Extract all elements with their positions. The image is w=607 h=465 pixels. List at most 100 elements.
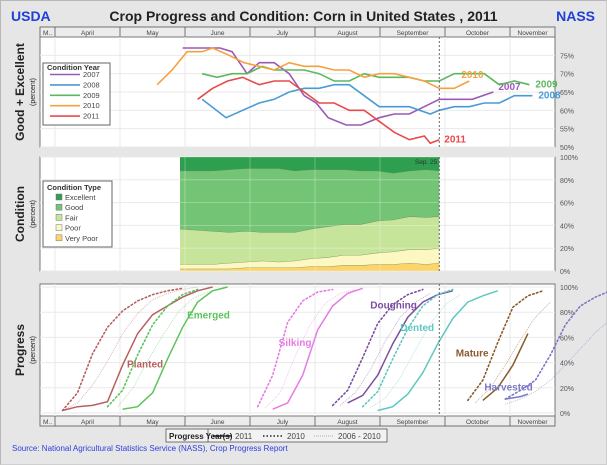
progress-emerged-2010 [106, 288, 199, 408]
panel-3-plot-area [39, 283, 556, 417]
legend-box [42, 180, 113, 248]
legend-label-2011: 2011 [83, 112, 99, 121]
month-label: August [337, 30, 357, 37]
month-label: M.. [43, 419, 52, 426]
legend-swatch-very-poor [55, 234, 63, 242]
y-tick-label: 100% [560, 285, 578, 292]
month-label: November [518, 419, 549, 426]
month-label: October [466, 419, 490, 426]
series-end-label-2007: 2007 [498, 82, 521, 93]
progress-planted-2006-2010 [62, 286, 198, 411]
progress-mature-2011 [482, 333, 529, 401]
legend-title: Condition Year [47, 63, 100, 72]
progress-emerged-2006-2010 [117, 287, 224, 407]
stage-label-planted: Planted [127, 360, 163, 371]
legend-label-2010: 2010 [287, 432, 305, 441]
area-fair [180, 216, 440, 265]
month-label: May [146, 419, 159, 426]
source-link[interactable]: Source: National Agricultural Statistics… [12, 444, 288, 453]
progress-mature-2006-2010 [475, 301, 551, 404]
progress-doughing-2011 [347, 290, 453, 404]
month-strip-bottom: M.. April May June July August September Octobe… [39, 415, 556, 427]
area-good [180, 168, 440, 233]
month-label: August [337, 419, 357, 426]
series-line-2009 [201, 65, 530, 86]
stage-label-emerged: Emerged [187, 311, 230, 322]
legend-label-2007: 2007 [83, 70, 100, 79]
legend-box [165, 428, 388, 443]
y-tick-label: 70% [560, 72, 574, 79]
legend-label-2009: 2009 [83, 91, 100, 100]
progress-doughing-2010 [331, 288, 424, 407]
month-label: July [277, 419, 289, 426]
stage-label-mature: Mature [456, 348, 489, 359]
y-tick-label: 0% [560, 411, 570, 418]
nass-logo: NASS [556, 8, 595, 24]
y-axis-subtitle: (percent) [30, 200, 37, 228]
stage-label-harvested: Harvested [484, 382, 532, 393]
y-tick-label: 20% [560, 246, 574, 253]
progress-silking-2010 [256, 288, 334, 408]
month-label: June [210, 30, 224, 37]
y-axis-title: Good + Excellent [13, 43, 27, 141]
legend-swatch-excellent [55, 193, 63, 201]
y-axis-title: Condition [13, 186, 27, 242]
month-label: July [277, 30, 289, 37]
y-axis-subtitle: (percent) [30, 78, 37, 106]
y-tick-label: 100% [560, 155, 578, 162]
progress-harvested-2011 [505, 393, 529, 400]
y-tick-label: 40% [560, 361, 574, 368]
legend-label-good: Good [65, 203, 83, 212]
month-label: November [518, 30, 549, 37]
y-tick-label: 65% [560, 90, 574, 97]
y-tick-label: 80% [560, 310, 574, 317]
progress-dented-2006-2010 [369, 294, 461, 409]
series-end-label-2011: 2011 [444, 135, 466, 146]
y-tick-label: 75% [560, 53, 574, 60]
y-tick-label: 55% [560, 127, 574, 134]
progress-planted-2010 [61, 287, 184, 412]
legend-label-2008: 2008 [83, 80, 100, 89]
month-strip-top: M.. April May June July August September Octobe… [39, 26, 556, 38]
legend-box [42, 62, 111, 126]
stage-label-dented: Dented [400, 323, 434, 334]
legend-swatch-poor [55, 224, 63, 231]
progress-dented-2011 [377, 290, 499, 412]
month-label: June [210, 419, 224, 426]
month-label: September [397, 30, 430, 37]
y-tick-label: 40% [560, 223, 574, 230]
series-line-2008 [201, 83, 533, 119]
legend-label-very-poor: Very Poor [65, 234, 98, 243]
series-line-2010 [156, 47, 470, 90]
month-label: May [146, 30, 159, 37]
legend-label-fair: Fair [65, 213, 78, 222]
legend-label-2011: 2011 [235, 432, 253, 441]
progress-dented-2010 [361, 288, 454, 408]
legend-swatch-good [55, 203, 63, 211]
legend-label-2006-2010: 2006 - 2010 [338, 432, 381, 441]
stage-label-doughing: Doughing [370, 300, 417, 311]
progress-silking-2011 [272, 287, 363, 410]
month-label: April [81, 30, 95, 37]
y-tick-label: 60% [560, 201, 574, 208]
y-axis-title: Progress [13, 324, 27, 376]
series-end-label-2008: 2008 [538, 91, 561, 102]
progress-harvested-2006-2010 [505, 322, 607, 405]
usda-logo: USDA [11, 8, 51, 24]
area-very-poor [180, 263, 440, 271]
y-tick-label: 60% [560, 335, 574, 342]
legend-title: Progress Year(s) [169, 432, 233, 441]
y-tick-label: 80% [560, 178, 574, 185]
chart-title: Crop Progress and Condition: Corn in Uni… [109, 8, 498, 24]
y-axis-subtitle: (percent) [30, 336, 37, 364]
y-tick-label: 0% [560, 269, 570, 276]
stage-label-silking: Silking [279, 338, 312, 349]
series-line-2007 [182, 47, 494, 126]
legend-label-2010: 2010 [83, 101, 100, 110]
legend-label-poor: Poor [65, 224, 81, 233]
legend-swatch-fair [55, 214, 63, 221]
month-label: M.. [43, 30, 52, 37]
